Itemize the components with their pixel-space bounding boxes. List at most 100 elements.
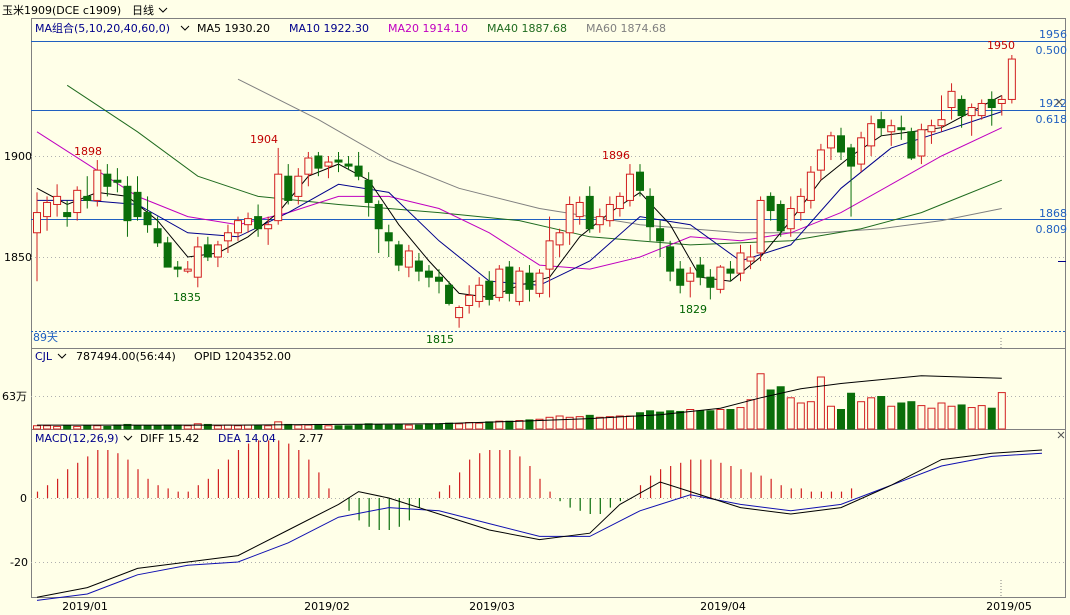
chevron-down-icon[interactable]: [158, 7, 168, 13]
candle[interactable]: [656, 220, 665, 257]
candle[interactable]: [927, 119, 936, 144]
candle[interactable]: [244, 212, 253, 233]
candle[interactable]: [304, 151, 313, 187]
candle[interactable]: [907, 127, 916, 161]
candle[interactable]: [646, 188, 655, 241]
candle[interactable]: [545, 216, 554, 298]
candle[interactable]: [977, 99, 986, 120]
candle[interactable]: [786, 196, 795, 237]
candle[interactable]: [435, 269, 443, 294]
period-selector[interactable]: 日线: [132, 3, 154, 17]
candle[interactable]: [93, 160, 102, 207]
candle[interactable]: [83, 176, 92, 209]
candle[interactable]: [113, 168, 122, 193]
candle[interactable]: [947, 83, 956, 120]
candle[interactable]: [234, 216, 242, 241]
candle[interactable]: [937, 95, 946, 132]
candle[interactable]: [314, 151, 323, 177]
candle[interactable]: [887, 119, 896, 146]
candle[interactable]: [676, 261, 685, 294]
candle[interactable]: [384, 224, 393, 257]
candle[interactable]: [455, 305, 464, 328]
candle[interactable]: [173, 261, 182, 278]
right-controls[interactable]: [1055, 98, 1066, 439]
candle[interactable]: [485, 271, 494, 306]
candle[interactable]: [957, 95, 966, 128]
candles[interactable]: [33, 55, 1016, 328]
candle[interactable]: [967, 103, 976, 136]
candle[interactable]: [766, 192, 775, 221]
candle[interactable]: [857, 131, 866, 173]
candle[interactable]: [796, 188, 805, 221]
candle[interactable]: [133, 176, 142, 221]
candle[interactable]: [123, 176, 132, 237]
candle[interactable]: [706, 269, 715, 300]
candle[interactable]: [756, 196, 765, 262]
close-icon[interactable]: [1055, 98, 1063, 106]
ma-group-label[interactable]: MA组合(5,10,20,40,60,0): [35, 21, 170, 35]
candle[interactable]: [465, 285, 474, 314]
candle[interactable]: [826, 131, 835, 161]
candle[interactable]: [414, 252, 423, 282]
candle[interactable]: [867, 115, 876, 156]
candle[interactable]: [636, 164, 644, 197]
candle[interactable]: [334, 151, 343, 173]
candle[interactable]: [535, 269, 544, 298]
candle[interactable]: [877, 111, 886, 136]
candle[interactable]: [625, 164, 634, 207]
candle[interactable]: [776, 200, 785, 237]
candle[interactable]: [847, 143, 856, 217]
candle[interactable]: [364, 172, 373, 217]
candle[interactable]: [163, 236, 172, 268]
candle[interactable]: [686, 267, 695, 298]
candle[interactable]: [193, 236, 202, 288]
candle[interactable]: [475, 277, 484, 308]
candle[interactable]: [223, 224, 232, 253]
candle[interactable]: [354, 151, 363, 181]
candle[interactable]: [987, 91, 996, 126]
candle[interactable]: [585, 186, 594, 233]
macd-label[interactable]: MACD(12,26,9): [35, 432, 119, 445]
candle[interactable]: [997, 95, 1006, 116]
candle[interactable]: [605, 196, 614, 227]
candle[interactable]: [53, 184, 62, 217]
candle[interactable]: [555, 228, 564, 257]
candle[interactable]: [595, 208, 604, 233]
candle[interactable]: [525, 265, 534, 302]
candle[interactable]: [274, 147, 283, 225]
candle[interactable]: [203, 236, 212, 262]
candle[interactable]: [565, 196, 574, 245]
candle[interactable]: [1007, 55, 1016, 104]
candle[interactable]: [897, 115, 906, 140]
candle[interactable]: [716, 265, 725, 294]
candle[interactable]: [806, 166, 815, 209]
candle[interactable]: [615, 192, 624, 217]
candle[interactable]: [103, 164, 112, 197]
candle[interactable]: [374, 200, 383, 253]
cjl-chevron-icon[interactable]: [57, 353, 67, 359]
candle[interactable]: [394, 240, 403, 272]
candle[interactable]: [726, 261, 735, 282]
candle[interactable]: [515, 267, 524, 306]
candle[interactable]: [324, 156, 333, 179]
candle[interactable]: [404, 244, 413, 278]
candle[interactable]: [837, 127, 845, 161]
candle[interactable]: [183, 261, 192, 274]
candle[interactable]: [666, 240, 675, 282]
candle[interactable]: [736, 244, 745, 282]
candle[interactable]: [696, 257, 705, 286]
candle[interactable]: [153, 216, 162, 247]
candle[interactable]: [575, 196, 584, 225]
candle[interactable]: [344, 156, 353, 171]
candle[interactable]: [495, 265, 504, 302]
candle[interactable]: [445, 281, 454, 306]
candle[interactable]: [254, 204, 263, 237]
candle[interactable]: [424, 265, 433, 288]
candle[interactable]: [143, 196, 152, 233]
candle[interactable]: [63, 200, 72, 227]
ma-chevron-icon[interactable]: [180, 25, 190, 31]
macd-chevron-icon[interactable]: [123, 435, 133, 441]
candle[interactable]: [43, 196, 52, 231]
candle[interactable]: [746, 244, 755, 270]
candle[interactable]: [73, 186, 82, 221]
